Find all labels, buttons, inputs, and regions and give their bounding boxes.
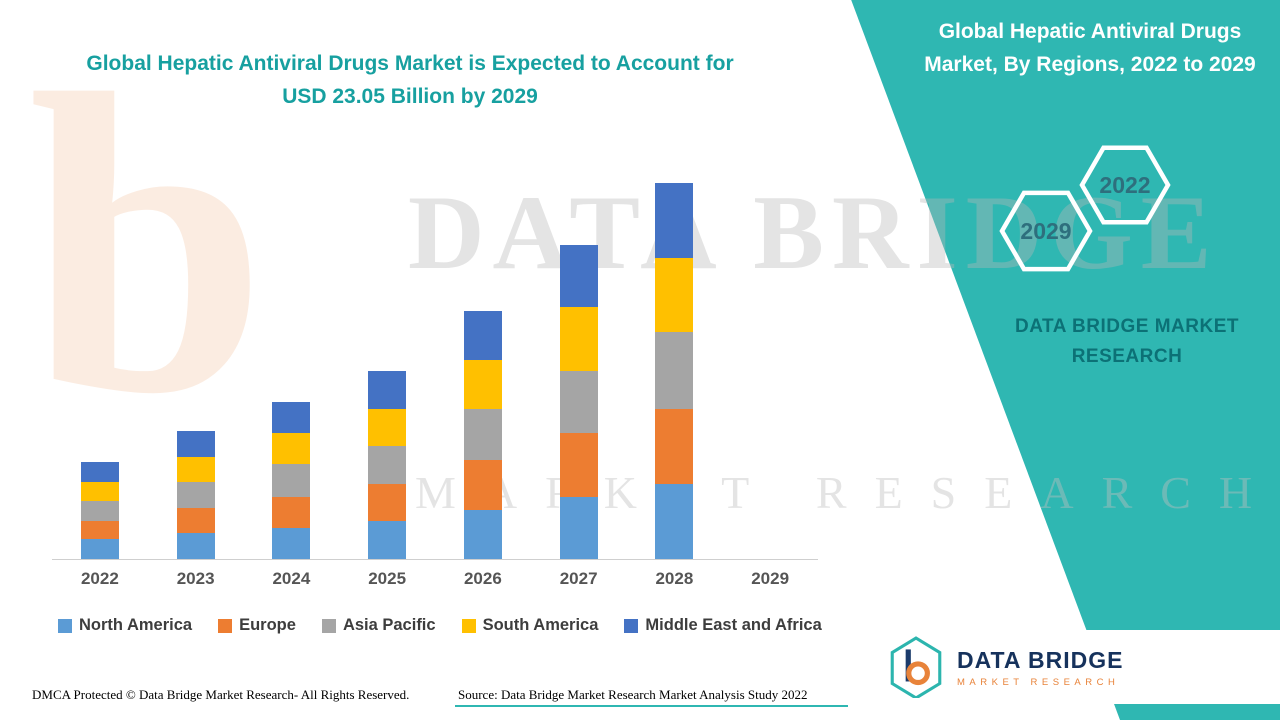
- bar-segment: [80, 500, 119, 521]
- bar-segment: [368, 409, 407, 446]
- bar-segment: [463, 460, 502, 510]
- logo-name: DATA BRIDGE: [957, 646, 1124, 673]
- legend-item: Middle East and Africa: [624, 616, 822, 635]
- bar-stack-2023: [176, 431, 215, 559]
- plot-area: [52, 158, 818, 560]
- bar-segment: [176, 533, 215, 559]
- bar-segment: [272, 527, 311, 559]
- chart-title: Global Hepatic Antiviral Drugs Market is…: [86, 52, 734, 108]
- dmca-notice: DMCA Protected © Data Bridge Market Rese…: [32, 687, 410, 702]
- bar-stack-2028: [655, 182, 694, 559]
- bar-column: [244, 158, 340, 559]
- chart-legend: North America Europe Asia Pacific South Ame…: [58, 616, 822, 635]
- bar-segment: [559, 496, 598, 559]
- bar-segment: [655, 332, 694, 410]
- x-axis-label: 2029: [751, 569, 790, 588]
- legend-marker: [218, 618, 233, 633]
- x-axis-label: 2023: [176, 569, 215, 588]
- legend-marker: [321, 618, 336, 633]
- bar-segment: [176, 482, 215, 508]
- x-axis-label: 2024: [272, 569, 311, 588]
- legend-label: North America: [79, 616, 193, 634]
- source-note: Source: Data Bridge Market Research Mark…: [458, 687, 808, 702]
- hexagon-2022: [1079, 145, 1171, 225]
- bar-column: [52, 158, 148, 559]
- logo-subtitle: MARKET RESEARCH: [957, 676, 1120, 688]
- bar-segment: [272, 432, 311, 464]
- legend-label: Middle East and Africa: [645, 616, 822, 634]
- x-axis-label: 2027: [559, 569, 598, 588]
- brand-watermark-line2: MARKET RESEARCH: [415, 467, 1280, 518]
- x-axis-label: 2026: [463, 569, 502, 588]
- bar-stack-2022: [80, 462, 119, 559]
- bar-column: [531, 158, 627, 559]
- hexagon-2029-label: 2029: [1020, 218, 1071, 244]
- bar-segment: [655, 484, 694, 559]
- legend-item: South America: [461, 616, 599, 635]
- bar-segment: [80, 520, 119, 539]
- bar-segment: [559, 370, 598, 433]
- footer-divider: [455, 705, 848, 707]
- bar-segment: [272, 463, 311, 497]
- legend-label: Asia Pacific: [342, 616, 436, 634]
- bar-segment: [272, 401, 311, 433]
- bar-segment: [80, 538, 119, 559]
- bar-segment: [463, 359, 502, 410]
- logo-text-block: DATA BRIDGE MARKET RESEARCH: [957, 647, 1123, 688]
- bar-segment: [368, 520, 407, 559]
- bar-segment: [368, 445, 407, 485]
- bar-column: [339, 158, 435, 559]
- bar-segment: [655, 257, 694, 333]
- brand-name-text: DATA BRIDGE MARKET RESEARCH: [1015, 316, 1239, 368]
- legend-label: Europe: [239, 616, 296, 634]
- x-axis-label: 2022: [80, 569, 119, 588]
- bar-stack-2025: [368, 370, 407, 559]
- legend-marker: [58, 618, 72, 633]
- x-axis-label: 2025: [368, 569, 407, 588]
- bar-stack-2027: [559, 244, 598, 559]
- bar-segment: [559, 432, 598, 497]
- bar-stack-2026: [463, 310, 502, 559]
- legend-marker: [461, 618, 476, 633]
- legend-item: North America: [58, 616, 192, 635]
- bar-segment: [368, 484, 407, 521]
- bar-column: [722, 158, 818, 559]
- bar-segment: [655, 182, 694, 258]
- data-bridge-logo-icon: [890, 636, 942, 698]
- bar-segment: [463, 409, 502, 461]
- bar-stack-2024: [272, 401, 311, 559]
- bar-segment: [176, 456, 215, 483]
- legend-item: Asia Pacific: [321, 616, 436, 635]
- brand-watermark-logo: b: [28, 7, 268, 483]
- panel-title: Global Hepatic Antiviral Drugs Market, B…: [924, 20, 1256, 76]
- hexagon-2029: [999, 190, 1093, 272]
- hexagon-2022-label: 2022: [1099, 172, 1150, 198]
- bar-segment: [176, 507, 215, 534]
- bar-segment: [559, 306, 598, 371]
- bar-segment: [80, 482, 119, 501]
- legend-item: Europe: [218, 616, 296, 635]
- logo-panel: DATA BRIDGE MARKET RESEARCH: [868, 630, 1280, 704]
- bar-segment: [559, 244, 598, 307]
- bar-column: [148, 158, 244, 559]
- bar-segment: [272, 496, 311, 528]
- bar-segment: [463, 509, 502, 559]
- bar-chart: 2022 2023 2024 2025 2026 2027 2028 2029: [52, 158, 818, 589]
- bar-segment: [80, 462, 119, 483]
- legend-marker: [624, 618, 639, 633]
- x-axis-labels: 2022 2023 2024 2025 2026 2027 2028 2029: [52, 560, 818, 589]
- bar-column: [435, 158, 531, 559]
- bar-column: [627, 158, 723, 559]
- legend-label: South America: [482, 616, 599, 634]
- year-hexagons: 2029 2022: [999, 145, 1171, 272]
- bar-segment: [655, 409, 694, 485]
- bar-segment: [368, 370, 407, 410]
- bar-segment: [463, 310, 502, 360]
- bar-segment: [176, 431, 215, 457]
- brand-watermark-line1: DATA BRIDGE: [408, 174, 1220, 291]
- x-axis-label: 2028: [655, 569, 694, 588]
